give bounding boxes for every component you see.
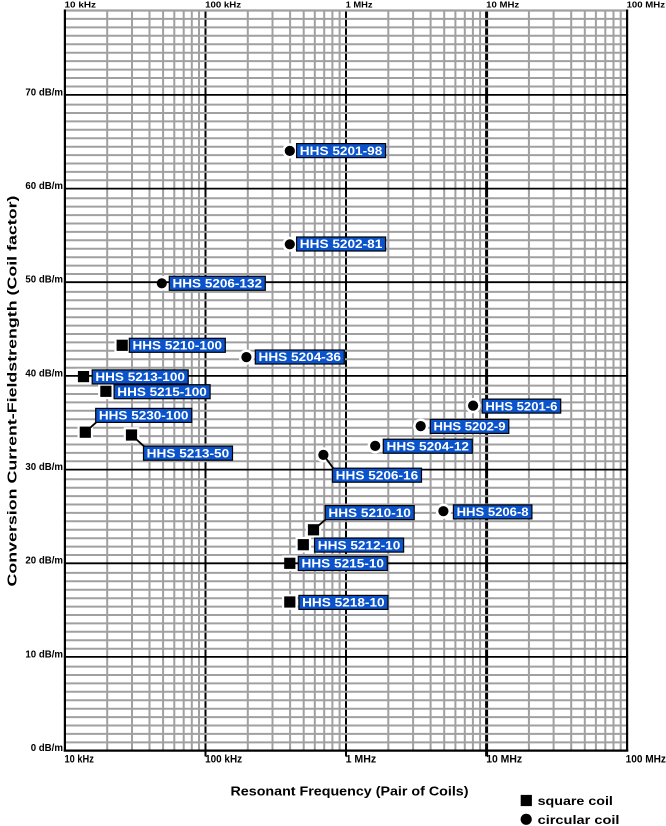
svg-text:HHS 5206-132: HHS 5206-132 [173,277,263,291]
svg-text:HHS 5215-100: HHS 5215-100 [117,385,207,399]
svg-text:HHS 5204-36: HHS 5204-36 [259,350,342,364]
svg-text:HHS 5202-9: HHS 5202-9 [434,420,506,434]
svg-text:Resonant Frequency (Pair of Co: Resonant Frequency (Pair of Coils) [231,784,469,799]
svg-text:100 MHz: 100 MHz [626,754,666,766]
svg-text:HHS 5210-100: HHS 5210-100 [133,339,223,353]
svg-text:HHS 5230-100: HHS 5230-100 [99,409,189,423]
svg-text:HHS 5206-16: HHS 5206-16 [336,468,419,482]
svg-text:50 dB/m: 50 dB/m [25,274,63,286]
svg-text:HHS 5210-10: HHS 5210-10 [328,506,411,520]
svg-text:Conversion Current-Fieldstreng: Conversion Current-Fieldstrength (Coil f… [5,196,20,587]
svg-text:circular coil: circular coil [538,813,620,826]
svg-text:70 dB/m: 70 dB/m [25,86,63,98]
svg-text:HHS 5213-100: HHS 5213-100 [95,370,185,384]
svg-text:HHS 5202-81: HHS 5202-81 [300,237,383,251]
svg-text:10 kHz: 10 kHz [65,0,97,10]
svg-text:60 dB/m: 60 dB/m [25,180,63,192]
svg-text:10 kHz: 10 kHz [65,754,95,766]
svg-text:HHS 5201-98: HHS 5201-98 [300,144,383,158]
svg-text:10 MHz: 10 MHz [486,754,522,766]
svg-text:10 MHz: 10 MHz [486,0,519,10]
svg-text:HHS 5201-6: HHS 5201-6 [485,399,557,413]
svg-text:HHS 5212-10: HHS 5212-10 [318,538,401,552]
svg-text:1 MHz: 1 MHz [346,754,377,766]
svg-text:20 dB/m: 20 dB/m [25,555,63,567]
svg-text:100 kHz: 100 kHz [205,0,241,10]
svg-text:1 MHz: 1 MHz [346,0,373,10]
svg-text:HHS 5218-10: HHS 5218-10 [302,596,385,610]
svg-text:HHS 5215-10: HHS 5215-10 [302,557,385,571]
svg-text:100 MHz: 100 MHz [627,0,665,10]
svg-text:30 dB/m: 30 dB/m [25,461,63,473]
svg-text:40 dB/m: 40 dB/m [25,367,63,379]
svg-text:0 dB/m: 0 dB/m [31,742,63,754]
svg-text:HHS 5213-50: HHS 5213-50 [147,446,230,460]
svg-text:10 dB/m: 10 dB/m [25,648,63,660]
svg-text:square coil: square coil [538,794,613,808]
svg-text:HHS 5206-8: HHS 5206-8 [457,505,529,519]
svg-text:HHS 5204-12: HHS 5204-12 [387,439,470,453]
svg-text:100 kHz: 100 kHz [205,754,242,766]
